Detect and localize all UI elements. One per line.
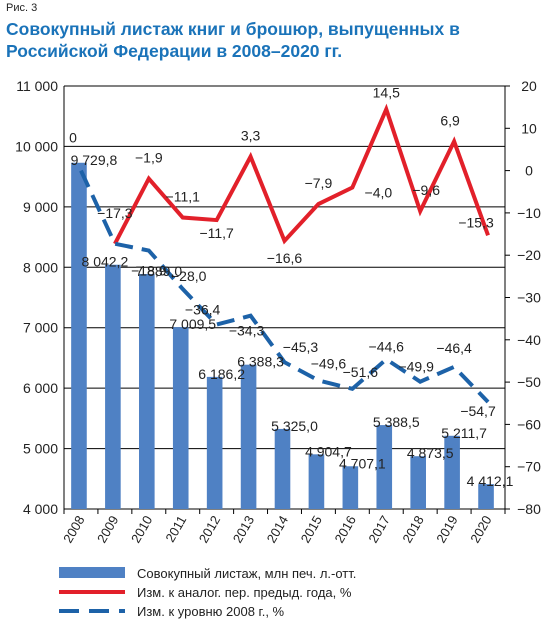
right-tick-label: −70 xyxy=(517,459,541,475)
line-series xyxy=(79,103,490,404)
x-tick-label: 2010 xyxy=(128,513,155,546)
blue-dashed-series-line xyxy=(79,169,490,404)
x-tick-label: 2019 xyxy=(433,513,460,546)
red-value-label: −11,7 xyxy=(199,225,234,241)
x-tick-label: 2015 xyxy=(298,513,325,546)
red-value-label: 6,9 xyxy=(440,112,460,128)
right-tick-label: 0 xyxy=(525,163,533,179)
legend-label: Изм. к уровню 2008 г., % xyxy=(137,604,285,619)
left-tick-label: 5 000 xyxy=(23,441,58,457)
figure-label: Рис. 3 xyxy=(6,2,38,14)
blue-value-label: −51,6 xyxy=(343,364,379,380)
x-tick-label: 2020 xyxy=(467,513,494,546)
red-value-label: −9,6 xyxy=(412,182,440,198)
red-value-label: −7,9 xyxy=(305,175,333,191)
bar-value-label: 9 729,8 xyxy=(71,152,118,168)
right-tick-label: 10 xyxy=(521,120,537,136)
blue-value-label: −49,9 xyxy=(398,359,434,375)
bar-series xyxy=(71,162,494,509)
left-tick-label: 4 000 xyxy=(23,501,58,517)
bar-value-label: 5 388,5 xyxy=(373,414,420,430)
blue-value-label: −44,6 xyxy=(369,338,405,354)
legend-label: Изм. к аналог. пер. предыд. года, % xyxy=(137,585,352,600)
bar-value-label: 6 186,2 xyxy=(198,366,245,382)
blue-value-label: −54,7 xyxy=(460,403,496,419)
right-tick-label: −40 xyxy=(517,332,541,348)
bar-value-label: 7 889,0 xyxy=(135,263,182,279)
left-tick-label: 8 000 xyxy=(23,259,58,275)
left-tick-label: 10 000 xyxy=(15,138,58,154)
bar xyxy=(274,428,291,509)
blue-value-label: −18,9 xyxy=(131,263,167,279)
left-tick-label: 6 000 xyxy=(23,380,58,396)
right-tick-label: −10 xyxy=(517,205,541,221)
data-labels: 9 729,8 8 042,2 7 889,0 7 009,5 6 186,26 388… xyxy=(69,84,514,489)
bar xyxy=(342,466,359,509)
red-value-label: 3,3 xyxy=(241,128,261,144)
right-tick-label: −20 xyxy=(517,247,541,263)
chart-title: Совокупный листаж книг и брошюр, выпущен… xyxy=(6,19,460,61)
bar-value-label: 4 412,1 xyxy=(467,473,514,489)
left-tick-label: 11 000 xyxy=(16,78,58,94)
bar xyxy=(308,454,325,509)
x-tick-label: 2017 xyxy=(365,513,392,546)
blue-value-label: −34,3 xyxy=(229,323,265,339)
legend-bar-swatch xyxy=(59,567,125,578)
blue-value-label: −49,6 xyxy=(311,355,347,371)
bar xyxy=(172,327,189,509)
blue-value-label: −45,3 xyxy=(283,339,319,355)
x-tick-label: 2011 xyxy=(162,513,189,545)
bar-value-label: 5 325,0 xyxy=(271,418,318,434)
right-tick-label: −80 xyxy=(517,501,541,517)
legend: Совокупный листаж, млн печ. л.-отт. Изм. … xyxy=(59,566,356,619)
right-tick-label: −30 xyxy=(517,290,541,306)
bar xyxy=(105,264,121,509)
bar xyxy=(410,456,426,509)
bar xyxy=(444,435,460,509)
blue-value-label: −46,4 xyxy=(436,340,472,356)
bar xyxy=(139,273,155,509)
bar-value-label: 6 388,3 xyxy=(237,354,284,370)
bar-value-label: 8 042,2 xyxy=(82,254,129,270)
x-tick-label: 2008 xyxy=(60,513,87,546)
legend-label: Совокупный листаж, млн печ. л.-отт. xyxy=(137,566,356,581)
x-tick-label: 2016 xyxy=(331,513,358,546)
blue-value-label: −36,4 xyxy=(185,302,221,318)
bar-value-label: 4 873,5 xyxy=(407,445,454,461)
x-tick-label: 2009 xyxy=(94,513,121,546)
red-value-label: 14,5 xyxy=(373,84,400,100)
bar-value-label: 7 009,5 xyxy=(169,316,216,332)
x-tick-label: 2014 xyxy=(264,513,291,546)
bar xyxy=(206,376,223,509)
red-value-label: −4,0 xyxy=(365,185,393,201)
bar-value-label: 4 904,7 xyxy=(305,443,352,459)
red-value-label: −17,3 xyxy=(97,205,133,221)
red-series-line xyxy=(113,103,490,245)
bar xyxy=(376,425,393,509)
x-tick-label: 2012 xyxy=(196,513,223,546)
left-tick-label: 7 000 xyxy=(23,320,58,336)
x-tick-label: 2013 xyxy=(230,513,257,546)
red-value-label: −11,1 xyxy=(166,189,201,205)
bar-value-label: 4 707,1 xyxy=(339,455,386,471)
red-value-label: −16,6 xyxy=(267,250,303,266)
red-value-label: −15,3 xyxy=(458,214,494,230)
blue-value-label: 0 xyxy=(69,130,77,146)
x-tick-label: 2018 xyxy=(399,513,426,546)
bar xyxy=(478,484,494,509)
red-value-label: −1,9 xyxy=(135,150,163,166)
bar xyxy=(71,162,87,509)
left-tick-label: 9 000 xyxy=(23,199,58,215)
right-tick-label: −60 xyxy=(517,416,541,432)
blue-value-label: −28,0 xyxy=(171,268,207,284)
right-tick-label: 20 xyxy=(521,78,537,94)
right-tick-label: −50 xyxy=(517,374,541,390)
bar xyxy=(240,364,257,509)
bar-value-label: 5 211,7 xyxy=(441,425,487,441)
